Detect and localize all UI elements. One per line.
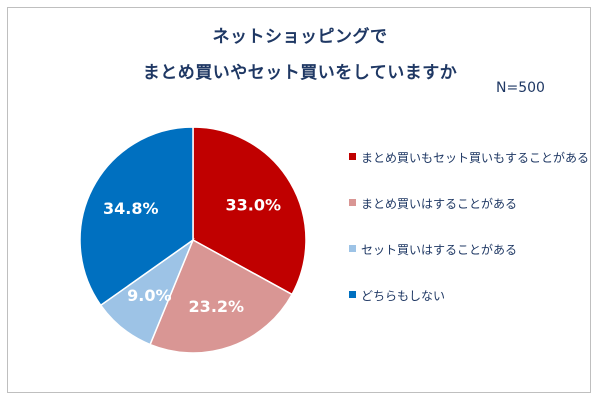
legend-swatch [349,291,356,298]
pie-data-label-1: 23.2% [189,297,245,316]
legend-swatch [349,153,356,160]
pie-data-label-3: 34.8% [103,199,159,218]
chart-title-line1: ネットショッピングで [212,27,388,47]
legend-label: まとめ買いはすることがある [361,197,518,211]
sample-size-label: N=500 [496,80,545,96]
pie-data-label-0: 33.0% [226,195,282,214]
legend-label: どちらもしない [361,289,446,303]
legend-label: まとめ買いもセット買いもすることがある [361,151,590,165]
pie-slice-0 [192,126,307,296]
legend-label: セット買いはすることがある [361,243,518,257]
pie-data-label-2: 9.0% [127,286,171,305]
legend-swatch [349,245,356,252]
legend-swatch [349,199,356,206]
pie-slice-1 [149,238,294,354]
chart-title-line2: まとめ買いやセット買いをしていますか [142,63,458,83]
pie-slice-3 [79,126,194,307]
